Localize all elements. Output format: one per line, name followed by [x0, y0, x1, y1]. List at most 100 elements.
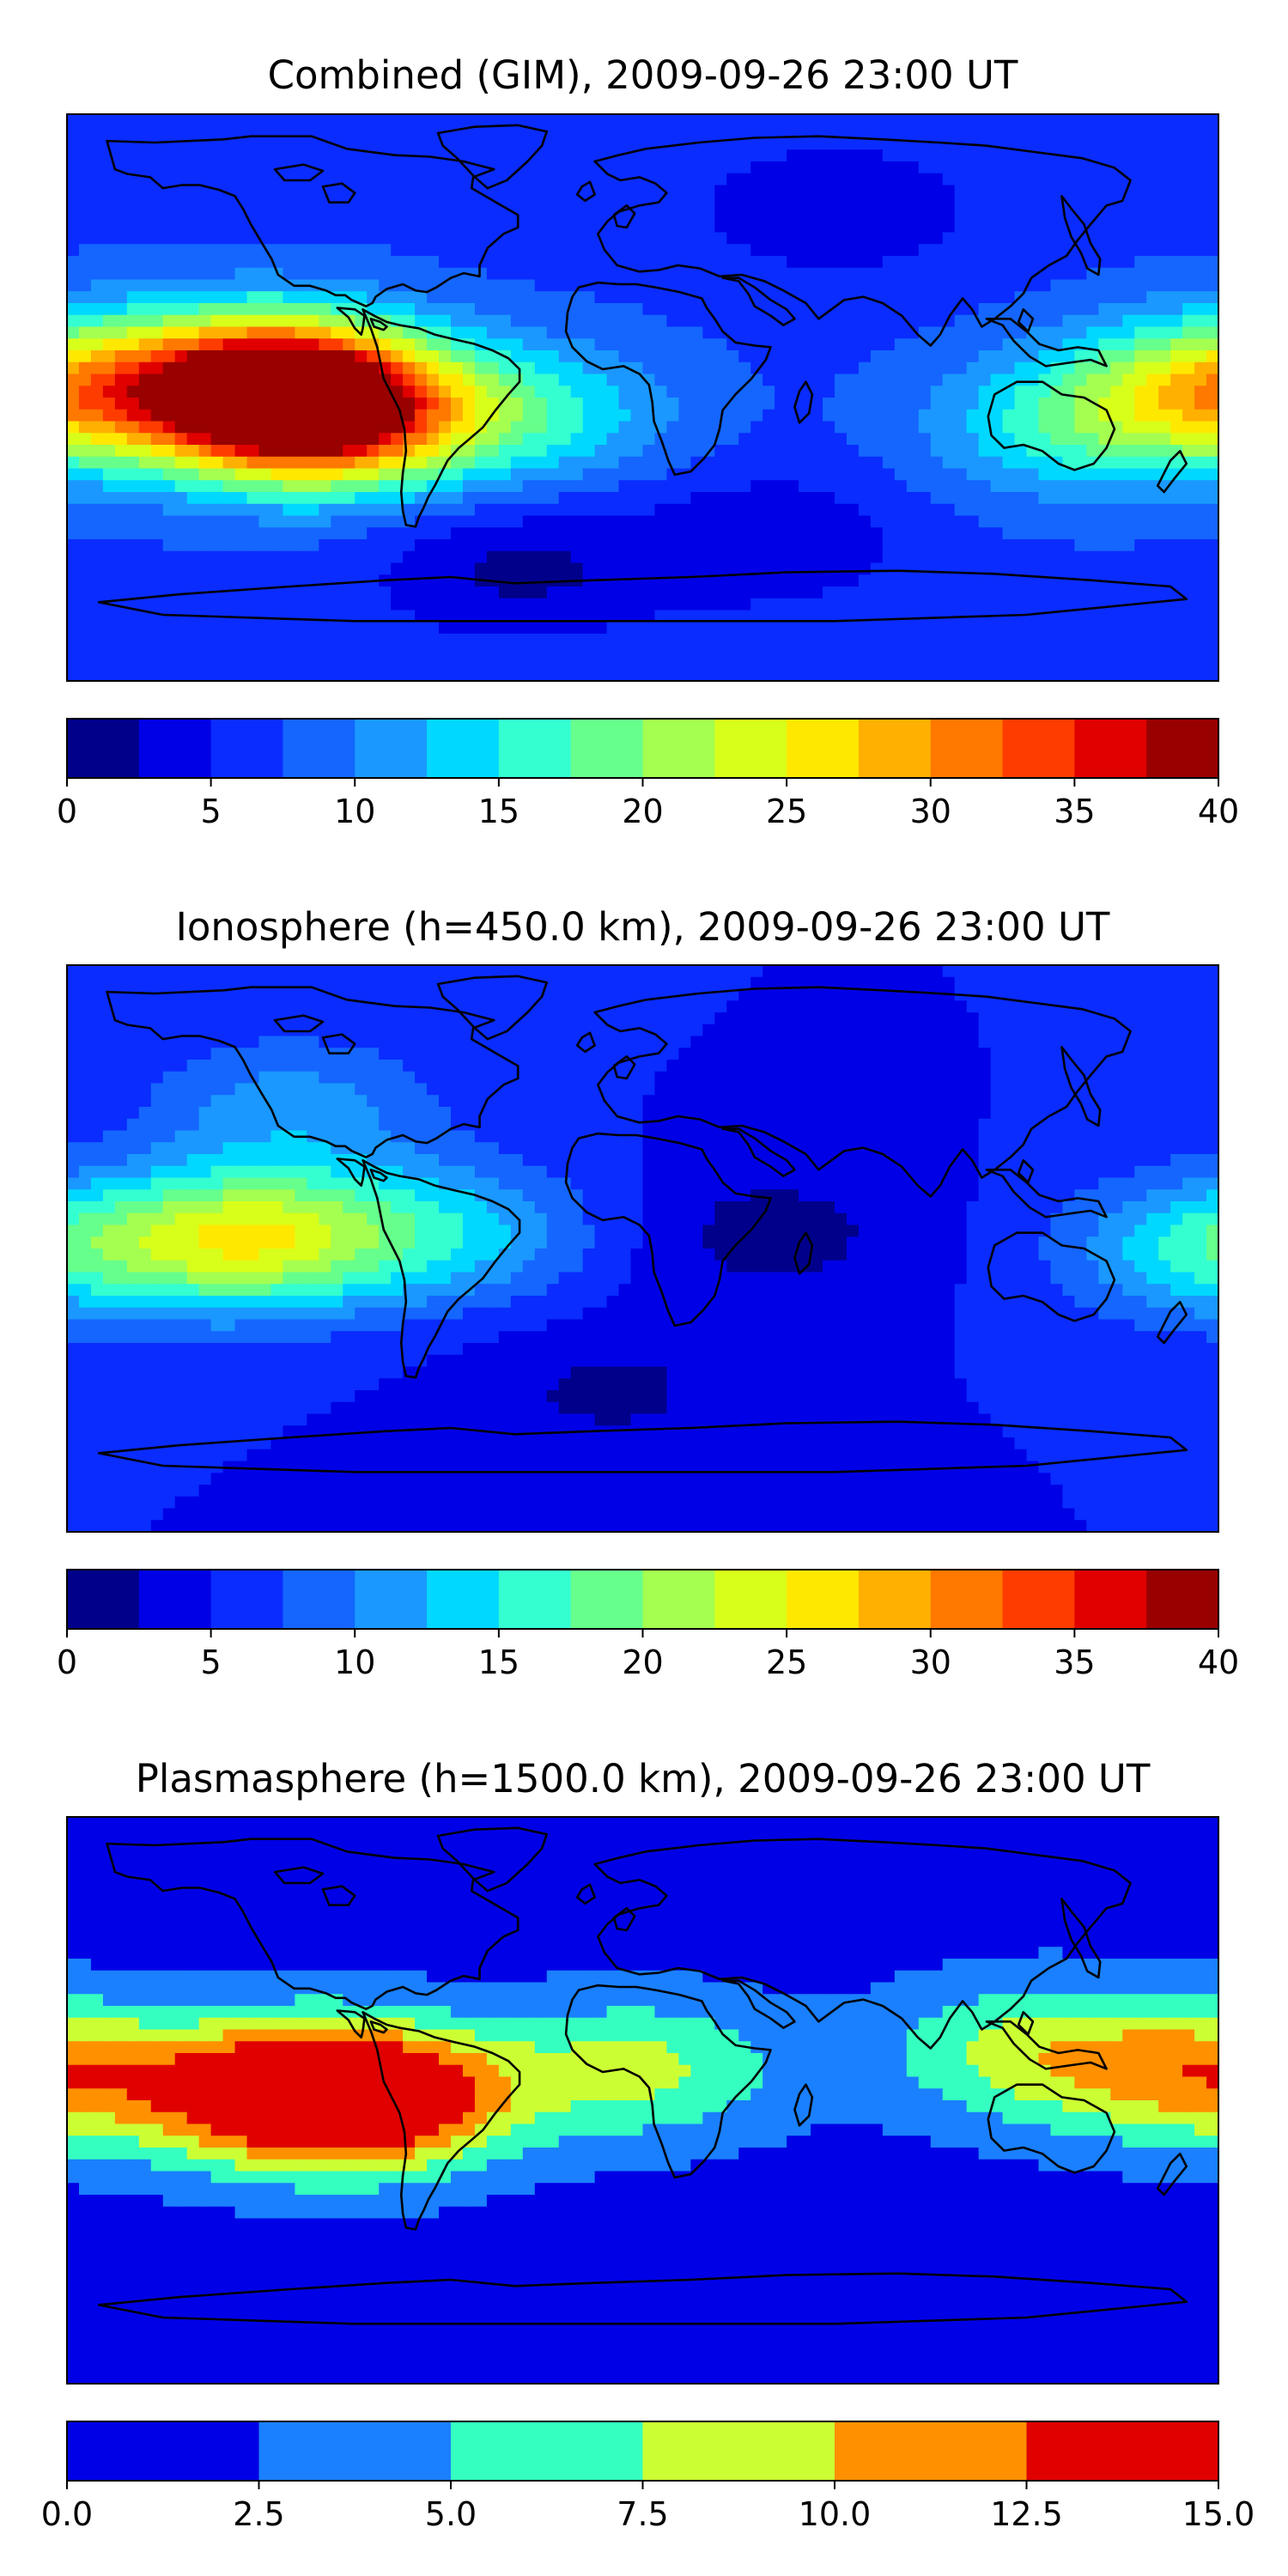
- field-cell: [102, 303, 116, 316]
- field-cell: [1074, 409, 1087, 422]
- value-field: [67, 965, 1219, 1533]
- field-cell: [462, 326, 476, 339]
- field-cell: [799, 539, 811, 552]
- field-cell: [762, 492, 775, 505]
- field-cell: [427, 645, 440, 659]
- field-cell: [90, 598, 104, 611]
- field-cell: [1026, 550, 1040, 564]
- field-cell: [570, 421, 584, 434]
- field-cell: [1206, 125, 1219, 139]
- field-cell: [606, 598, 620, 611]
- field-cell: [234, 361, 248, 375]
- field-cell: [558, 622, 572, 635]
- field-cell: [618, 303, 632, 316]
- field-cell: [1194, 503, 1207, 517]
- field-cell: [1206, 279, 1219, 292]
- field-cell: [295, 515, 307, 528]
- field-cell: [654, 965, 668, 978]
- field-cell: [391, 598, 404, 611]
- field-cell: [906, 539, 920, 552]
- field-cell: [126, 314, 140, 328]
- field-cell: [162, 480, 176, 493]
- field-cell: [343, 361, 355, 375]
- field-cell: [367, 539, 380, 552]
- field-cell: [474, 965, 488, 978]
- field-cell: [678, 125, 691, 139]
- field-cell: [391, 185, 404, 197]
- field-cell: [510, 562, 524, 575]
- field-cell: [846, 409, 860, 422]
- field-cell: [835, 409, 848, 422]
- field-cell: [702, 314, 715, 328]
- field-cell: [391, 456, 404, 470]
- field-cell: [738, 634, 751, 647]
- field-cell: [811, 965, 823, 978]
- field-cell: [594, 445, 608, 458]
- field-cell: [210, 669, 224, 682]
- field-cell: [522, 350, 536, 363]
- field-cell: [570, 562, 584, 575]
- field-cell: [391, 480, 404, 493]
- field-cell: [894, 409, 908, 422]
- field-cell: [126, 267, 140, 281]
- field-cell: [558, 137, 572, 150]
- field-cell: [930, 374, 944, 386]
- field-cell: [427, 244, 440, 257]
- field-cell: [1110, 468, 1123, 481]
- field-cell: [1038, 303, 1052, 316]
- field-cell: [210, 125, 224, 139]
- field-cell: [930, 161, 944, 174]
- field-cell: [630, 256, 644, 269]
- field-cell: [403, 185, 416, 197]
- field-cell: [1194, 149, 1207, 162]
- field-cell: [451, 326, 464, 339]
- field-cell: [594, 185, 608, 197]
- field-cell: [510, 976, 524, 990]
- field-cell: [1182, 386, 1195, 398]
- field-cell: [1134, 374, 1147, 386]
- field-cell: [606, 503, 620, 517]
- field-cell: [835, 114, 848, 127]
- field-cell: [546, 409, 560, 422]
- field-cell: [666, 361, 680, 375]
- field-cell: [474, 622, 488, 635]
- field-cell: [930, 445, 944, 458]
- field-cell: [486, 598, 500, 611]
- field-cell: [1206, 634, 1219, 647]
- field-cell: [1098, 480, 1111, 493]
- field-cell: [78, 149, 92, 162]
- field-cell: [391, 988, 404, 1001]
- field-cell: [138, 350, 152, 363]
- field-cell: [630, 244, 644, 257]
- field-cell: [222, 386, 236, 398]
- field-cell: [835, 149, 848, 162]
- field-cell: [1206, 267, 1219, 281]
- panel-2: Ionosphere (h=450.0 km), 2009-09-26 23:0…: [57, 904, 1239, 1681]
- field-cell: [570, 256, 584, 269]
- field-cell: [1038, 669, 1052, 682]
- field-cell: [270, 361, 284, 375]
- field-cell: [486, 445, 500, 458]
- field-cell: [510, 622, 524, 635]
- colorbar-segment: [498, 719, 572, 778]
- field-cell: [762, 149, 775, 162]
- field-cell: [283, 314, 296, 328]
- field-cell: [666, 267, 680, 281]
- field-cell: [174, 645, 188, 659]
- field-cell: [606, 114, 620, 127]
- field-cell: [78, 361, 92, 375]
- field-cell: [738, 125, 751, 139]
- field-cell: [67, 374, 80, 386]
- field-cell: [1134, 988, 1147, 1001]
- field-cell: [427, 456, 440, 470]
- field-cell: [403, 634, 416, 647]
- field-cell: [1086, 468, 1099, 481]
- field-cell: [870, 173, 884, 186]
- field-cell: [823, 114, 835, 127]
- field-cell: [234, 988, 248, 1001]
- field-cell: [126, 433, 140, 446]
- field-cell: [558, 209, 572, 222]
- field-cell: [990, 256, 1004, 269]
- field-cell: [1194, 314, 1207, 328]
- field-cell: [90, 634, 104, 647]
